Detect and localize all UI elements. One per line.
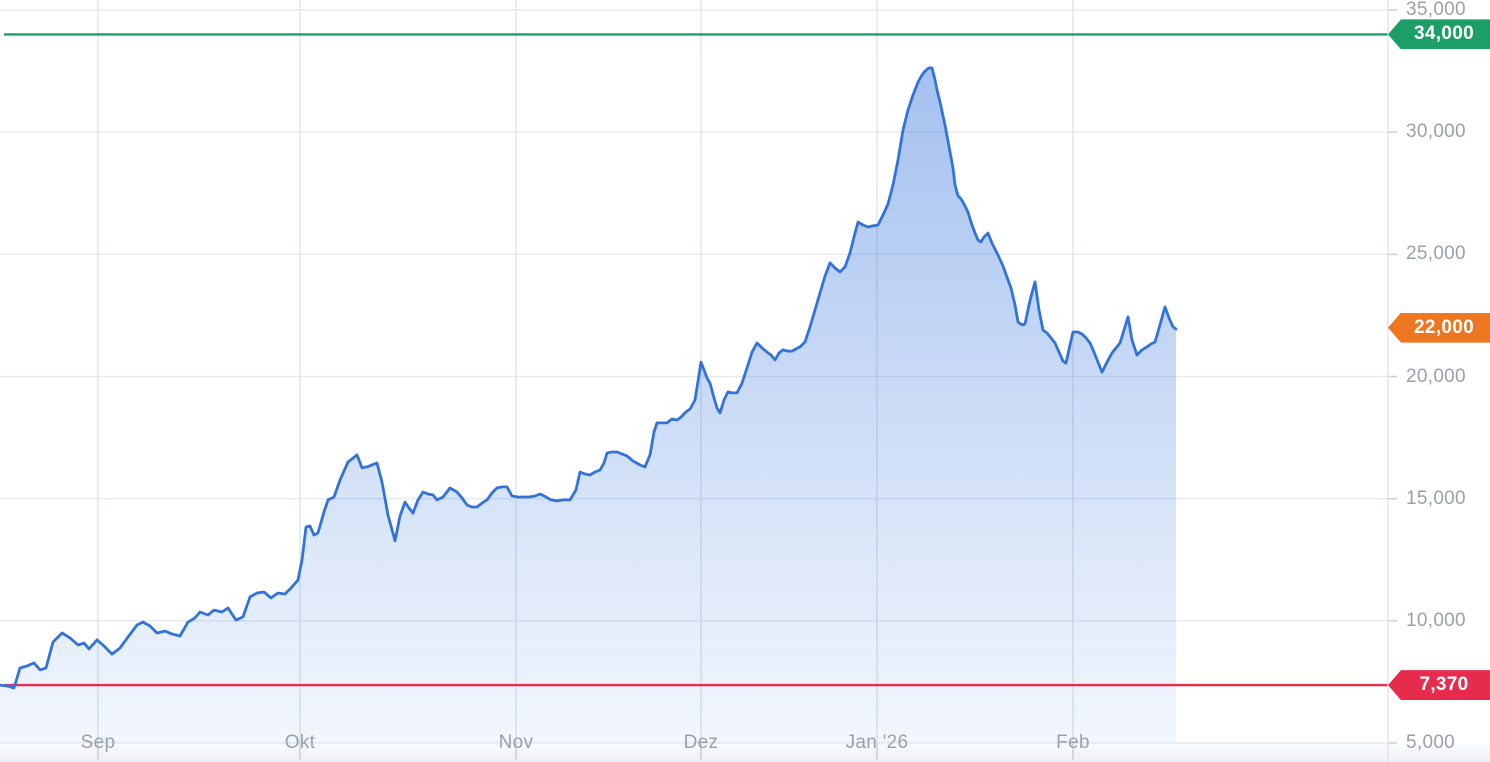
x-axis-label: Dez [683,732,719,753]
x-axis-label: Nov [498,732,534,753]
price-badge-last: 22,000 [1388,312,1490,343]
x-axis-label: Jan '26 [845,732,909,753]
y-axis-label: 35,000 [1406,0,1466,20]
x-axis-strip [0,744,1490,762]
y-axis-label: 20,000 [1406,365,1466,387]
series-area [0,67,1176,743]
x-axis-label: Sep [80,732,116,753]
price-badge-lower: 7,370 [1388,670,1490,701]
x-axis-label: Okt [284,732,316,753]
y-axis-label: 5,000 [1406,732,1456,753]
x-axis-label: Feb [1056,732,1090,753]
y-axis-label: 10,000 [1406,609,1466,631]
plot-hover-area[interactable] [0,0,1388,743]
y-axis-label: 30,000 [1406,121,1466,143]
y-axis-label: 25,000 [1406,243,1466,265]
series-line [0,66,1178,690]
price-badge-upper: 34,000 [1388,19,1490,50]
y-axis-label: 15,000 [1406,487,1466,509]
